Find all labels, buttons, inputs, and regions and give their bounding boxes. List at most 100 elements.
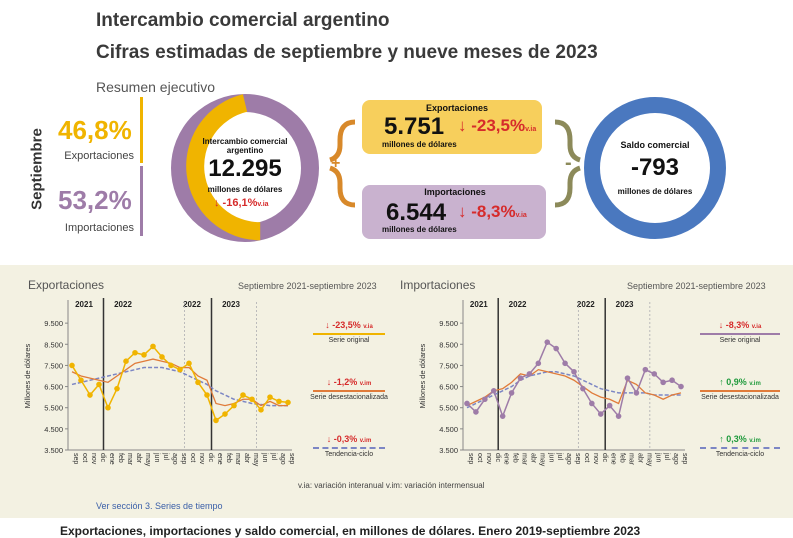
x-tick-label: ene	[216, 453, 223, 465]
x-tick-label: may	[645, 453, 652, 467]
data-point	[87, 392, 93, 398]
variation-notes: v.ia: variación interanual v.im: variaci…	[298, 481, 485, 490]
x-tick-label: oct	[81, 453, 88, 462]
x-tick-label: dic	[494, 453, 501, 462]
x-tick-label: dic	[207, 453, 214, 462]
data-point	[589, 400, 595, 407]
series-link[interactable]: Ver sección 3. Series de tiempo	[96, 501, 223, 511]
x-tick-label: jul	[663, 452, 670, 460]
imports-box	[362, 185, 546, 239]
legend-swatch	[700, 447, 780, 449]
exports-share-value: 46,8%	[58, 115, 132, 145]
charts-panel	[0, 265, 793, 518]
imports-variation: ↓ -8,3%v.ia	[458, 202, 527, 221]
x-tick-label: ene	[503, 453, 510, 465]
data-point	[195, 379, 201, 386]
x-tick-label: sep	[72, 453, 79, 464]
legend-label: Tendencia-ciclo	[324, 451, 374, 458]
data-point	[597, 411, 604, 417]
data-point	[204, 392, 210, 398]
legend-item: ↓ -0,3% v.im Tendencia-ciclo	[304, 434, 394, 458]
data-point	[159, 354, 165, 360]
legend-item: ↓ -1,2% v.im Serie desestacionalizada	[304, 377, 394, 401]
legend-item: ↑ 0,3% v.im Tendencia-ciclo	[690, 434, 790, 458]
legend-label: Serie desestacionalizada	[310, 394, 388, 401]
data-point	[141, 352, 147, 358]
y-tick-label: 7.500	[44, 361, 63, 370]
x-tick-label: may	[538, 453, 545, 467]
y-axis-label: Millones de dólares	[23, 343, 32, 408]
imports-title: Importaciones	[424, 187, 486, 197]
data-point	[105, 404, 111, 411]
x-tick-label: jul	[556, 452, 563, 460]
series-line-trend	[466, 371, 681, 409]
imports-unit: millones de dólares	[382, 225, 457, 234]
exports-title: Exportaciones	[425, 103, 489, 113]
y-axis-label: Millones de dólares	[418, 343, 427, 408]
data-point	[473, 409, 479, 415]
x-tick-label: may	[144, 453, 151, 467]
legend-variation: ↓ -1,2% v.im	[326, 377, 372, 387]
y-tick-label: 6.500	[44, 383, 63, 392]
x-tick-label: dic	[601, 453, 608, 462]
y-tick-label: 3.500	[439, 446, 458, 455]
summary-graphic	[171, 94, 726, 242]
legend-swatch	[313, 447, 385, 449]
x-tick-label: feb	[117, 453, 124, 463]
x-tick-label: jun	[261, 452, 268, 462]
y-tick-label: 5.500	[439, 404, 458, 413]
balance-donut	[584, 97, 726, 239]
x-tick-label: sep	[180, 453, 187, 464]
x-tick-label: feb	[619, 453, 626, 463]
data-point	[660, 379, 666, 386]
y-tick-label: 4.500	[44, 425, 63, 434]
page-title: Intercambio comercial argentino	[96, 10, 390, 31]
exports-variation: ↓ -23,5%v.ia	[458, 116, 537, 135]
legend-label: Serie original	[328, 337, 370, 344]
y-tick-label: 3.500	[44, 446, 63, 455]
section-title: Resumen ejecutivo	[96, 79, 216, 95]
x-tick-label: jul	[270, 452, 277, 460]
plus-sign: +	[331, 155, 341, 172]
data-point	[562, 360, 568, 367]
x-tick-label: ago	[279, 453, 286, 465]
imports-chart-title: Importaciones	[400, 278, 476, 292]
data-point	[114, 385, 120, 392]
series-line-original	[71, 345, 289, 422]
imports-share-label: Importaciones	[64, 222, 134, 234]
balance-value: -793	[630, 154, 680, 181]
x-tick-label: mar	[126, 453, 133, 466]
x-tick-label: sep	[681, 453, 688, 464]
bottom-caption: Exportaciones, importaciones y saldo com…	[60, 524, 641, 538]
y-tick-label: 6.500	[439, 383, 458, 392]
data-point	[285, 399, 291, 406]
data-point	[642, 366, 649, 373]
bracket-bottom-right	[554, 165, 581, 208]
legend-swatch	[313, 390, 385, 392]
x-tick-label: ago	[171, 453, 178, 465]
y-tick-label: 4.500	[439, 425, 458, 434]
y-tick-label: 8.500	[44, 340, 63, 349]
total-label: Intercambio comercial argentino	[202, 137, 288, 155]
page-subtitle: Cifras estimadas de septiembre y nueve m…	[96, 42, 598, 63]
x-tick-label: jun	[547, 452, 554, 462]
bracket-top-right	[554, 119, 581, 163]
x-tick-label: nov	[485, 453, 492, 465]
exports-value: 5.751	[384, 113, 445, 140]
x-tick-label: sep	[467, 453, 474, 464]
x-tick-label: jun	[153, 452, 160, 462]
imports-chart: 3.500 4.500 5.500 6.500 7.500 8.500 9.500 Millo…	[418, 298, 688, 467]
x-tick-label: mar	[521, 453, 528, 466]
legend-swatch	[700, 390, 780, 392]
x-tick-label: nov	[198, 453, 205, 465]
data-point	[606, 402, 613, 409]
data-point	[258, 407, 264, 413]
legend-variation: ↑ 0,3% v.im	[719, 434, 761, 444]
imports-chart-period: Septiembre 2021-septiembre 2023	[627, 281, 766, 291]
x-tick-label: sep	[288, 453, 295, 464]
legend-variation: ↓ -23,5% v.ia	[325, 320, 373, 330]
exports-chart: 3.500 4.500 5.500 6.500 7.500 8.500 9.500 Millo…	[23, 298, 295, 467]
legend-label: Tendencia-ciclo	[715, 451, 765, 458]
data-point	[168, 362, 174, 369]
imports-value: 6.544	[386, 199, 447, 226]
